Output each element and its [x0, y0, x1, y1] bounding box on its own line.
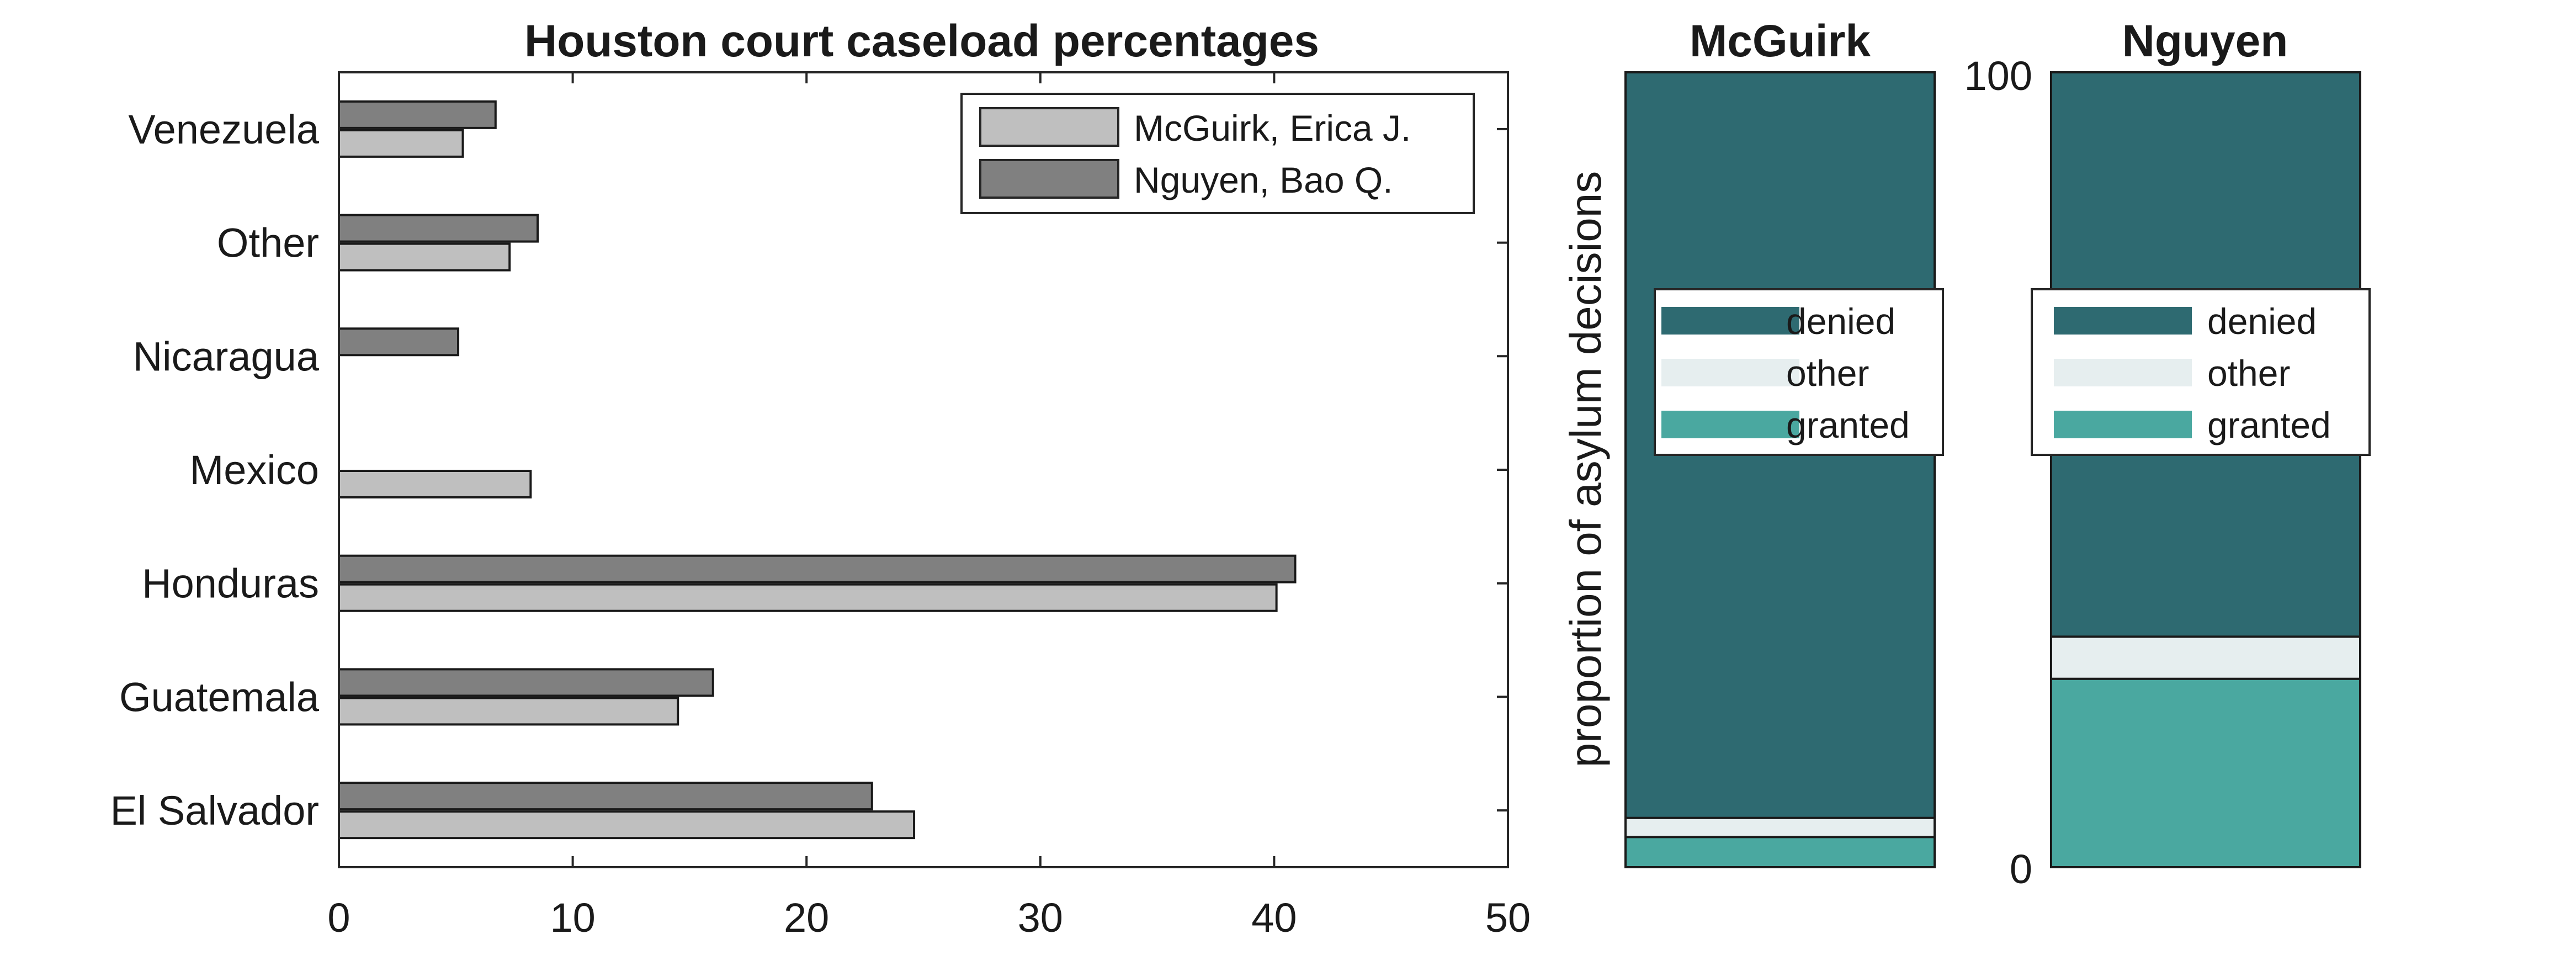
nguyen-stack-marks	[2050, 71, 2361, 868]
category-label-honduras: Honduras	[142, 561, 319, 607]
x-tick-label-10: 10	[550, 895, 595, 941]
y-tick-bottom: 0	[2010, 846, 2032, 892]
mcguirk-legend: denied other granted	[1654, 288, 1944, 456]
legend-swatch-nguyen	[979, 159, 1119, 199]
nguyen-legend-swatch-granted	[2054, 411, 2192, 438]
bar-nguyen-bao-q-el-salvador	[338, 782, 873, 811]
nguyen-legend-swatch-other	[2054, 359, 2192, 386]
category-label-other: Other	[217, 220, 319, 266]
y-axis-label: proportion of asylum decisions	[1561, 171, 1610, 768]
mcguirk-legend-swatch-other	[1661, 359, 1799, 386]
legend-label-mcguirk: McGuirk, Erica J.	[1134, 108, 1411, 148]
bar-nguyen-bao-q-nicaragua	[338, 327, 460, 357]
bar-mcguirk-erica-j-guatemala	[338, 697, 679, 726]
nguyen-legend-granted: granted	[2207, 405, 2331, 445]
category-label-guatemala: Guatemala	[119, 674, 320, 720]
bar-mcguirk-erica-j-mexico	[338, 470, 532, 498]
mcguirk-legend-granted: granted	[1786, 405, 1910, 445]
bar-nguyen-bao-q-honduras	[338, 554, 1297, 583]
nguyen-segment-granted	[2050, 677, 2361, 868]
bar-nguyen-bao-q-guatemala	[338, 668, 714, 697]
bar-nguyen-bao-q-other	[338, 214, 539, 243]
nguyen-legend-denied: denied	[2207, 301, 2317, 342]
mcguirk-legend-other: other	[1786, 353, 1869, 394]
mcguirk-legend-swatch-denied	[1661, 307, 1799, 335]
mcguirk-segment-granted	[1624, 836, 1936, 869]
bar-mcguirk-erica-j-el-salvador	[338, 810, 916, 840]
x-tick-label-50: 50	[1485, 895, 1531, 941]
legend-swatch-mcguirk	[979, 107, 1119, 147]
category-label-el-salvador: El Salvador	[110, 788, 319, 834]
x-tick-label-20: 20	[784, 895, 829, 941]
bar-chart-marks: El Salvador Guatemala Honduras Mexico Nicara…	[110, 72, 1531, 941]
mcguirk-legend-swatch-granted	[1661, 411, 1799, 438]
x-tick-label-0: 0	[327, 895, 350, 941]
y-tick-top: 100	[1964, 53, 2032, 99]
bar-mcguirk-erica-j-honduras	[338, 583, 1278, 612]
x-tick-label-30: 30	[1018, 895, 1063, 941]
bar-chart-axes-box	[338, 71, 1509, 868]
legend-label-nguyen: Nguyen, Bao Q.	[1134, 160, 1393, 200]
x-tick-label-40: 40	[1251, 895, 1297, 941]
nguyen-panel-title: Nguyen	[2122, 16, 2288, 66]
bar-chart-title: Houston court caseload percentages	[524, 16, 1319, 66]
category-label-nicaragua: Nicaragua	[133, 333, 320, 379]
bar-chart-legend: McGuirk, Erica J. Nguyen, Bao Q.	[960, 93, 1475, 214]
mcguirk-panel-title: McGuirk	[1690, 16, 1871, 66]
category-label-venezuela: Venezuela	[128, 107, 319, 152]
nguyen-legend: denied other granted	[2031, 288, 2371, 456]
bar-mcguirk-erica-j-venezuela	[338, 129, 464, 158]
mcguirk-legend-denied: denied	[1786, 301, 1895, 342]
nguyen-segment-other	[2050, 635, 2361, 680]
nguyen-legend-other: other	[2207, 353, 2290, 394]
nguyen-legend-swatch-denied	[2054, 307, 2192, 335]
bar-nguyen-bao-q-venezuela	[338, 100, 497, 129]
mcguirk-stack-marks	[1624, 71, 1936, 869]
bar-mcguirk-erica-j-other	[338, 242, 511, 272]
category-label-mexico: Mexico	[190, 447, 319, 493]
mcguirk-segment-other	[1624, 816, 1936, 838]
